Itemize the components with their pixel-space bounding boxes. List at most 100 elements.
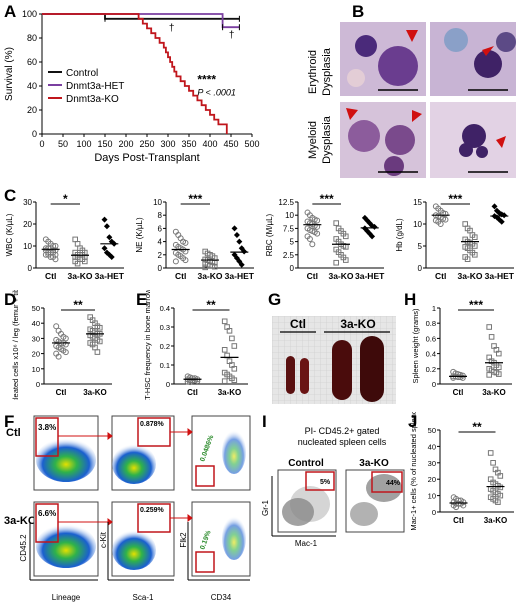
micrograph-erythroid-2 — [430, 22, 516, 96]
y-tick-label: 30 — [23, 198, 32, 207]
data-point — [306, 235, 313, 242]
panel-label-c: C — [4, 186, 17, 205]
y-tick-label: 7.5 — [283, 224, 295, 233]
data-point — [202, 264, 209, 271]
x-tick-label: 0 — [39, 139, 44, 149]
y-axis-label: Gr-1+ Mac-1+ cells (% of nucleated splen… — [409, 412, 418, 532]
data-point — [496, 210, 503, 216]
data-point — [437, 221, 444, 227]
data-point — [314, 230, 321, 237]
data-point — [472, 243, 478, 249]
category-label: Ctl — [453, 516, 464, 525]
spleen-ko-label: 3a-KO — [340, 317, 375, 331]
y-tick-label: 5 — [290, 238, 295, 247]
sig-stars: *** — [320, 192, 334, 206]
category-label: Ctl — [307, 271, 318, 281]
wbc-scatter: 0 10 20 30 Ctl 3a-KO 3a-HET WBC (K/µL) * — [5, 192, 125, 281]
data-point — [52, 243, 59, 249]
y-tick-label: 40 — [27, 81, 37, 91]
spleen-weight-scatter: 0 0.2 0.4 0.6 0.8 1 Ctl 3a-KO Spleen weight (gra… — [411, 298, 512, 397]
gate-ctl-1: 3.8% — [38, 423, 56, 432]
axis-lineage: Lineage — [52, 593, 81, 602]
data-point — [221, 318, 228, 325]
axis-mac1: Mac-1 — [295, 539, 318, 548]
data-point — [101, 245, 108, 252]
category-label: Ctl — [187, 388, 198, 397]
data-point — [496, 350, 502, 357]
axis-sca1: Sca-1 — [133, 593, 154, 602]
data-point — [82, 258, 88, 265]
panel-label-i: I — [262, 412, 267, 431]
y-tick-label: 0 — [28, 264, 33, 273]
flow-cytometry-i: PI- CD45.2+ gated nucleated spleen cells… — [262, 426, 405, 548]
panel-label-d: D — [4, 290, 17, 309]
data-point — [314, 217, 321, 224]
category-label: 3a-HET — [485, 271, 515, 281]
y-tick-label: 40 — [32, 319, 40, 328]
data-point — [333, 220, 340, 226]
y-tick-label: 0.2 — [426, 365, 436, 374]
data-point — [498, 218, 505, 225]
data-point — [493, 207, 500, 214]
data-point — [94, 349, 101, 355]
axis-ckit: c-Kit — [99, 531, 108, 548]
y-tick-label: 0 — [166, 380, 170, 389]
data-point — [333, 259, 340, 266]
flow-cytometry-f: Ctl 3a-KO 3.8% 0.878% 0.0486% 6.6% 0.259… — [4, 415, 251, 602]
data-point — [221, 347, 228, 353]
category-label: 3a-KO — [67, 271, 92, 281]
micrograph-myeloid-2 — [430, 102, 516, 178]
panel-label-a: A — [4, 2, 17, 21]
data-point — [212, 263, 218, 270]
y-axis-label: Spleen weight (grams) — [411, 308, 420, 384]
flow-plot-ko-cd34: 0.19% — [191, 501, 251, 577]
y-tick-label: 10 — [153, 198, 162, 207]
rbc-scatter: 0 2.5 5 7.5 10 12.5 Ctl 3a-KO 3a-HET RBC (M/µL) **… — [265, 192, 385, 281]
data-point — [488, 334, 495, 340]
data-point — [62, 341, 69, 348]
y-tick-label: 0.6 — [426, 334, 436, 343]
y-tick-label: 0.4 — [160, 304, 170, 313]
y-tick-label: 4 — [158, 238, 163, 247]
spleen-ko-1 — [332, 340, 352, 400]
p-value: P < .0001 — [197, 88, 235, 98]
panel-i-control: Control — [288, 458, 324, 469]
y-tick-label: 2.5 — [283, 251, 295, 260]
category-label: 3a-HET — [95, 271, 125, 281]
axis-gr1: Gr-1 — [262, 499, 270, 516]
flow-plot-ctl-sca1: 0.878% — [111, 415, 175, 491]
data-point — [343, 233, 349, 240]
y-tick-label: 10 — [23, 242, 32, 251]
nucleated-cells-scatter: 0 10 20 30 40 50 Ctl 3a-KO Nucleated cells x10⁶ … — [11, 290, 112, 400]
flow-ko-label: 3a-KO — [4, 515, 37, 527]
y-tick-label: 0 — [36, 380, 40, 389]
data-point — [501, 212, 508, 219]
data-point — [343, 257, 349, 263]
sig-stars: ** — [206, 298, 216, 312]
panel-i-axes — [271, 476, 336, 537]
spleen-ctl-2 — [300, 358, 309, 394]
x-tick-label: 300 — [160, 139, 175, 149]
panel-label-j: J — [408, 412, 418, 431]
y-tick-label: 0 — [432, 380, 436, 389]
axis-arrows — [29, 522, 250, 581]
dagger-2: † — [229, 30, 235, 41]
category-label: 3a-KO — [83, 388, 107, 397]
y-axis-label: Hb (g/dL) — [395, 218, 404, 252]
panel-i-ko: 3a-KO — [359, 458, 389, 469]
category-label: 3a-KO — [457, 271, 482, 281]
data-point — [233, 255, 240, 262]
y-tick-label: 50 — [32, 304, 40, 313]
x-tick-label: 100 — [76, 139, 91, 149]
flow-plot-ko-sca1: 0.259% — [111, 501, 175, 577]
data-point — [53, 323, 60, 330]
y-tick-label: 0 — [32, 129, 37, 139]
y-tick-label: 60 — [27, 57, 37, 67]
y-axis-label: WBC (K/µL) — [5, 213, 14, 256]
data-point — [369, 233, 376, 240]
data-point — [487, 450, 494, 456]
y-axis-label: Nucleated cells x10⁶ / leg (femur + tibi… — [11, 290, 20, 400]
category-label: 3a-KO — [484, 516, 508, 525]
y-tick-label: 30 — [32, 334, 40, 343]
y-tick-label: 8 — [158, 211, 163, 220]
